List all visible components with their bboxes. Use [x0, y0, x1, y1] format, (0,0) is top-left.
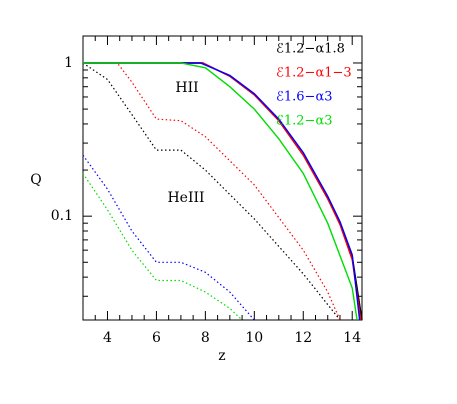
y-tick-label: 1	[64, 55, 73, 71]
legend-label: ℰ1.2−α1.8	[276, 42, 345, 57]
heiii-line	[82, 154, 255, 321]
annotation: HeIII	[167, 190, 204, 206]
hii-line	[83, 62, 358, 321]
legend-label: ℰ1.2−α1−3	[276, 66, 352, 81]
y-axis-label: Q	[30, 172, 41, 188]
x-axis-label: z	[218, 348, 225, 364]
annotation: HII	[175, 80, 198, 96]
x-tick-label: 12	[294, 330, 312, 346]
y-tick-label: 0.1	[51, 208, 73, 224]
x-tick-label: 10	[245, 330, 263, 346]
plot-frame	[82, 35, 363, 321]
x-tick-label: 4	[103, 330, 112, 346]
hii-line	[83, 62, 361, 321]
heiii-line	[82, 173, 243, 321]
x-tick-label: 8	[201, 330, 210, 346]
x-tick-label: 14	[343, 330, 361, 346]
x-tick-label: 6	[152, 330, 161, 346]
legend-label: ℰ1.6−α3	[276, 90, 333, 105]
legend-label: ℰ1.2−α3	[276, 114, 333, 129]
